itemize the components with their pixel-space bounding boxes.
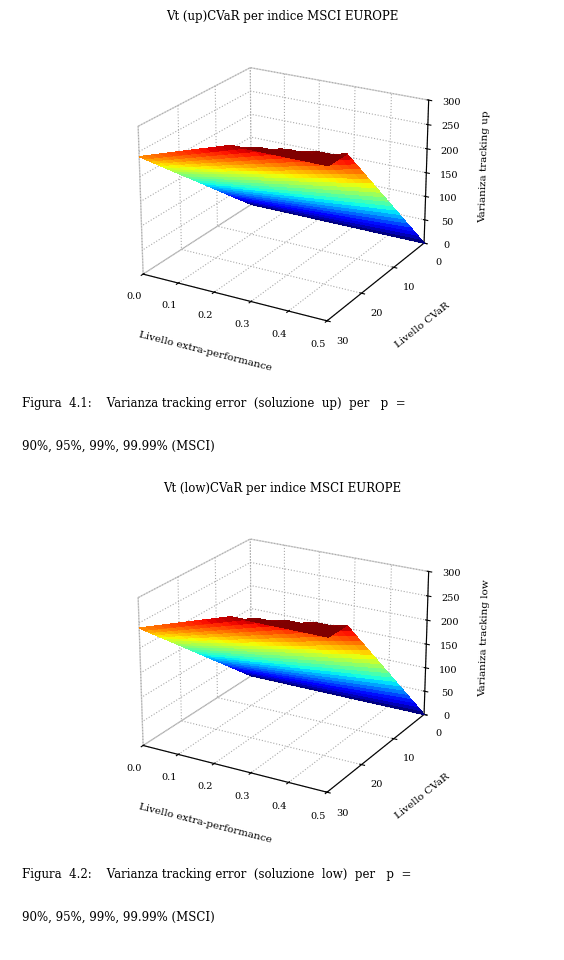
Text: 90%, 95%, 99%, 99.99% (MSCI): 90%, 95%, 99%, 99.99% (MSCI): [22, 440, 215, 453]
X-axis label: Livello extra-performance: Livello extra-performance: [138, 330, 273, 372]
X-axis label: Livello extra-performance: Livello extra-performance: [138, 802, 273, 844]
Title: Vt (low)CVaR per indice MSCI EUROPE: Vt (low)CVaR per indice MSCI EUROPE: [163, 482, 401, 494]
Y-axis label: Livello CVaR: Livello CVaR: [393, 300, 451, 349]
Text: Figura  4.2:    Varianza tracking error  (soluzione  low)  per   p  =: Figura 4.2: Varianza tracking error (sol…: [22, 869, 412, 881]
Text: 90%, 95%, 99%, 99.99% (MSCI): 90%, 95%, 99%, 99.99% (MSCI): [22, 911, 215, 924]
Text: Figura  4.1:    Varianza tracking error  (soluzione  up)  per   p  =: Figura 4.1: Varianza tracking error (sol…: [22, 397, 406, 410]
Title: Vt (up)CVaR per indice MSCI EUROPE: Vt (up)CVaR per indice MSCI EUROPE: [166, 11, 398, 23]
Y-axis label: Livello CVaR: Livello CVaR: [393, 772, 451, 821]
